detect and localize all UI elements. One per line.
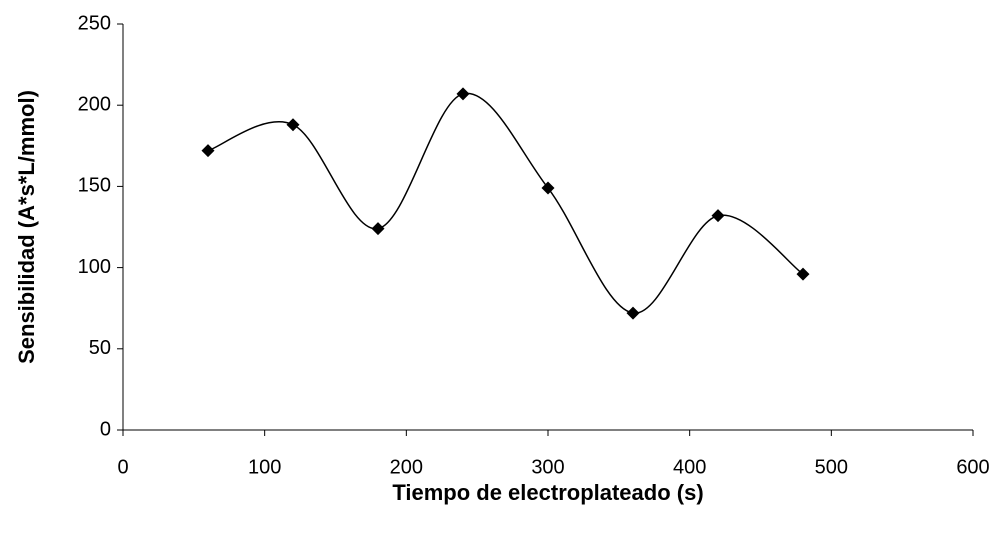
marker <box>371 222 385 236</box>
y-tick-label: 100 <box>78 256 111 278</box>
marker <box>201 144 215 158</box>
x-axis-title: Tiempo de electroplateado (s) <box>392 480 703 505</box>
y-tick-label: 0 <box>100 418 111 440</box>
x-tick-label: 300 <box>531 456 564 478</box>
marker <box>541 181 555 195</box>
marker <box>796 267 810 281</box>
y-tick-label: 150 <box>78 175 111 197</box>
y-axis-title: Sensibilidad (A*s*L/mmol) <box>14 90 39 364</box>
marker <box>456 87 470 101</box>
y-tick-label: 50 <box>89 337 111 359</box>
marker <box>626 306 640 320</box>
y-tick-label: 200 <box>78 93 111 115</box>
x-tick-label: 600 <box>956 456 989 478</box>
marker <box>711 209 725 223</box>
data-line <box>207 92 804 314</box>
x-tick-label: 0 <box>117 456 128 478</box>
x-tick-label: 200 <box>390 456 423 478</box>
x-tick-label: 500 <box>815 456 848 478</box>
x-tick-label: 400 <box>673 456 706 478</box>
marker <box>286 118 300 132</box>
y-tick-label: 250 <box>78 12 111 34</box>
x-tick-label: 100 <box>248 456 281 478</box>
